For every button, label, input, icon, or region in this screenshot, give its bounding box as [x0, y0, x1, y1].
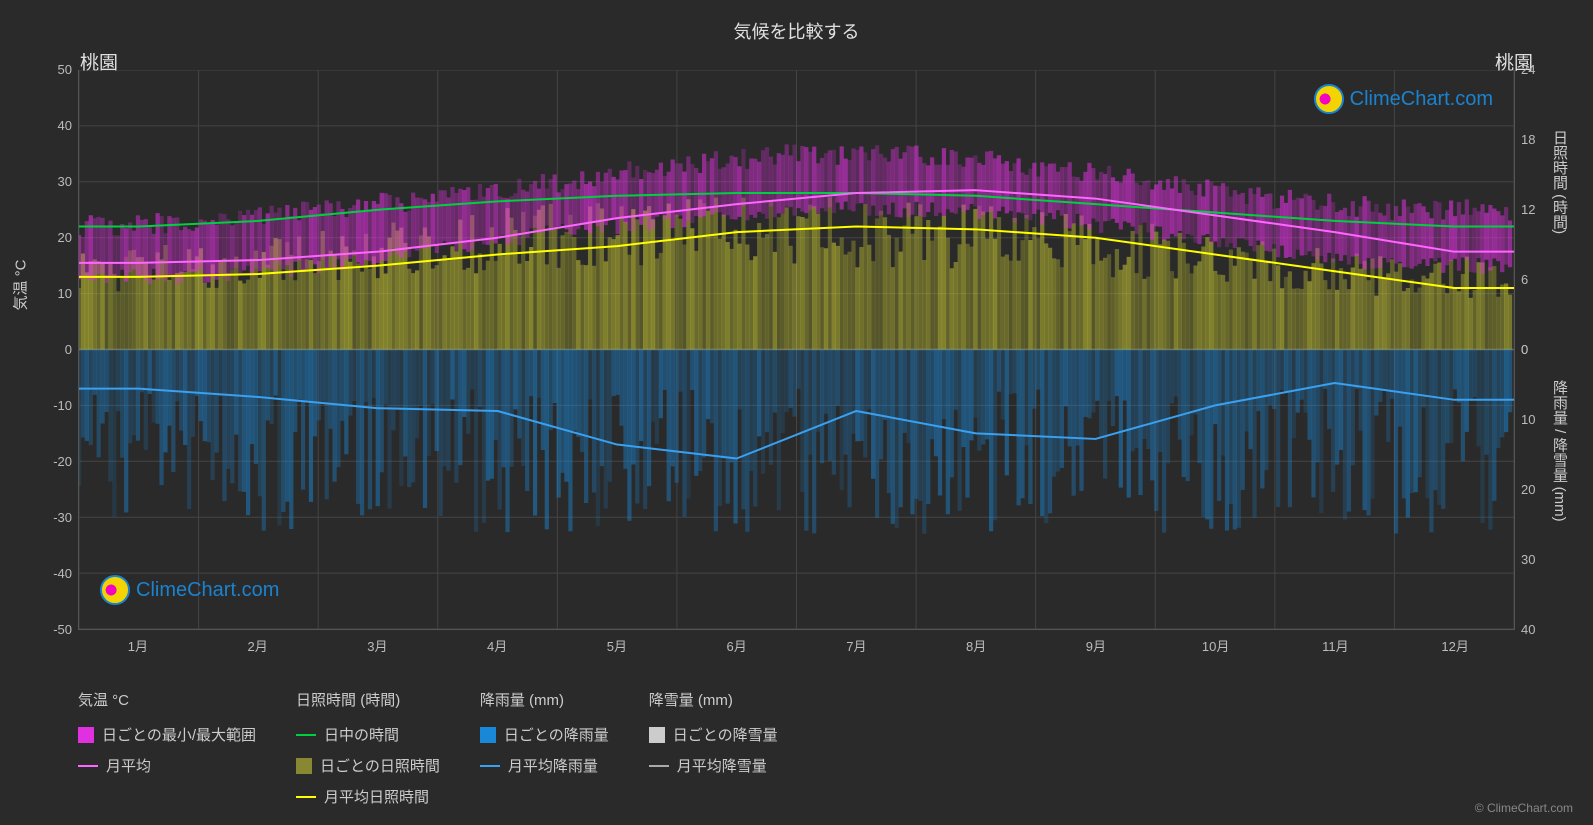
legend-item-label: 日ごとの日照時間 [320, 755, 440, 776]
tick-label: 11月 [1322, 636, 1349, 655]
legend-item-label: 月平均日照時間 [324, 786, 429, 807]
legend-item: 日ごとの最小/最大範囲 [78, 724, 256, 745]
tick-label: 0 [65, 342, 72, 357]
tick-label: 24 [1521, 62, 1535, 77]
legend-line-icon [480, 765, 500, 767]
tick-label: 0 [1521, 342, 1528, 357]
tick-label: 40 [1521, 622, 1535, 637]
y-axis-right-bottom-label: 降雨量 / 降雪量 (mm) [1549, 380, 1570, 522]
legend-item: 月平均降雪量 [649, 755, 778, 776]
tick-label: -10 [53, 398, 72, 413]
legend-swatch-icon [296, 758, 312, 774]
legend-line-icon [78, 765, 98, 767]
tick-label: 30 [1521, 552, 1535, 567]
legend-group: 日照時間 (時間) 日中の時間日ごとの日照時間月平均日照時間 [296, 689, 440, 807]
tick-label: 4月 [487, 636, 507, 655]
legend-group-title: 降雪量 (mm) [649, 689, 778, 710]
tick-label: -50 [53, 622, 72, 637]
legend-item-label: 月平均降雪量 [677, 755, 767, 776]
tick-label: 30 [58, 174, 72, 189]
climate-chart-container: 気候を比較する 桃園 桃園 気温 °C 日照時間 (時間) 降雨量 / 降雪量 … [0, 0, 1593, 825]
tick-label: 3月 [367, 636, 387, 655]
y-axis-right-top-label: 日照時間 (時間) [1549, 130, 1570, 234]
tick-label: 9月 [1086, 636, 1106, 655]
watermark-text: ClimeChart.com [136, 579, 279, 602]
legend-item: 月平均 [78, 755, 256, 776]
legend-item-label: 日中の時間 [324, 724, 399, 745]
tick-label: 12 [1521, 202, 1535, 217]
tick-label: 10 [58, 286, 72, 301]
tick-label: 20 [1521, 482, 1535, 497]
tick-label: 50 [58, 62, 72, 77]
tick-label: 6月 [727, 636, 747, 655]
watermark-logo-icon [1314, 84, 1344, 114]
legend-line-icon [296, 734, 316, 736]
legend-line-icon [296, 796, 316, 798]
copyright-text: © ClimeChart.com [1475, 801, 1573, 815]
legend-item: 日ごとの降雪量 [649, 724, 778, 745]
tick-label: 18 [1521, 132, 1535, 147]
tick-label: 12月 [1441, 636, 1468, 655]
legend-swatch-icon [649, 727, 665, 743]
legend-item: 月平均日照時間 [296, 786, 440, 807]
legend-swatch-icon [480, 727, 496, 743]
tick-label: -30 [53, 510, 72, 525]
legend-group-title: 気温 °C [78, 689, 256, 710]
legend-item: 日中の時間 [296, 724, 440, 745]
legend-line-icon [649, 765, 669, 767]
tick-label: 8月 [966, 636, 986, 655]
legend-swatch-icon [78, 727, 94, 743]
legend-item-label: 月平均 [106, 755, 151, 776]
chart-title: 気候を比較する [0, 0, 1593, 44]
legend-item: 日ごとの日照時間 [296, 755, 440, 776]
legend-item: 日ごとの降雨量 [480, 724, 609, 745]
y-axis-left-label: 気温 °C [10, 260, 31, 311]
legend-item: 月平均降雨量 [480, 755, 609, 776]
tick-label: 10 [1521, 412, 1535, 427]
watermark-logo-icon [100, 575, 130, 605]
legend-item-label: 日ごとの最小/最大範囲 [102, 724, 256, 745]
watermark-bottom: ClimeChart.com [100, 575, 279, 605]
legend-section: 気温 °C 日ごとの最小/最大範囲月平均 日照時間 (時間) 日中の時間日ごとの日照時… [78, 689, 1515, 807]
legend-group: 降雪量 (mm) 日ごとの降雪量月平均降雪量 [649, 689, 778, 807]
plot-area [78, 70, 1515, 630]
tick-label: 40 [58, 118, 72, 133]
tick-label: -20 [53, 454, 72, 469]
legend-group: 降雨量 (mm) 日ごとの降雨量月平均降雨量 [480, 689, 609, 807]
tick-label: -40 [53, 566, 72, 581]
chart-svg [79, 70, 1514, 629]
tick-label: 7月 [846, 636, 866, 655]
legend-item-label: 日ごとの降雨量 [504, 724, 609, 745]
legend-group: 気温 °C 日ごとの最小/最大範囲月平均 [78, 689, 256, 807]
tick-label: 5月 [607, 636, 627, 655]
tick-label: 20 [58, 230, 72, 245]
legend-item-label: 日ごとの降雪量 [673, 724, 778, 745]
tick-label: 10月 [1202, 636, 1229, 655]
tick-label: 1月 [128, 636, 148, 655]
legend-group-title: 日照時間 (時間) [296, 689, 440, 710]
legend-group-title: 降雨量 (mm) [480, 689, 609, 710]
legend-item-label: 月平均降雨量 [508, 755, 598, 776]
watermark-text: ClimeChart.com [1350, 88, 1493, 111]
watermark-top: ClimeChart.com [1314, 84, 1493, 114]
tick-label: 2月 [248, 636, 268, 655]
tick-label: 6 [1521, 272, 1528, 287]
